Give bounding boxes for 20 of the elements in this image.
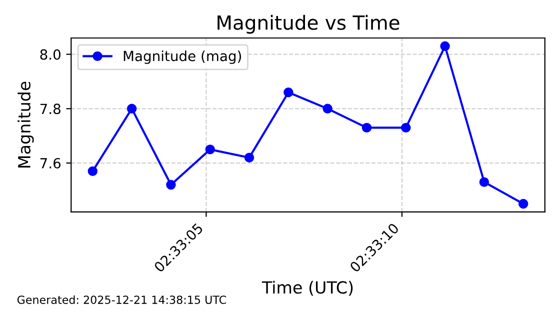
point xyxy=(440,41,450,52)
point xyxy=(322,104,332,114)
y-tick-label: 7.8 xyxy=(40,104,60,114)
point xyxy=(88,166,98,176)
point xyxy=(401,122,411,133)
point xyxy=(479,177,490,187)
point xyxy=(362,122,372,133)
point xyxy=(166,180,176,190)
y-axis-title: Magnitude xyxy=(18,82,34,168)
point xyxy=(518,198,528,209)
text: Generated: 2025-12-21 14:38:15 UTC xyxy=(17,295,226,304)
point xyxy=(284,87,294,98)
point xyxy=(205,144,215,154)
x-axis-title: Time (UTC) xyxy=(262,280,353,296)
y-tick-label: 7.6 xyxy=(40,158,61,168)
point xyxy=(126,104,137,114)
point xyxy=(244,152,254,162)
chart-title: Magnitude vs Time xyxy=(218,14,400,34)
y-tick-label: 8.0 xyxy=(40,49,60,60)
legend-label: Magnitude (mag) xyxy=(124,50,242,64)
